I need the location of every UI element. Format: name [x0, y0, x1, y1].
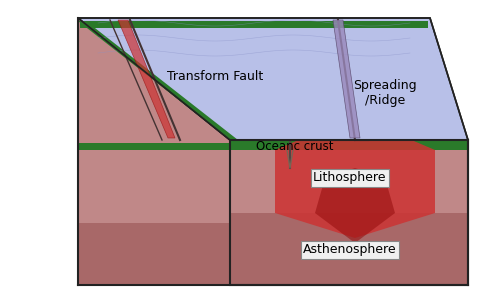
Polygon shape — [118, 20, 175, 138]
Text: Asthenosphere: Asthenosphere — [303, 243, 397, 257]
Polygon shape — [78, 150, 230, 223]
Polygon shape — [78, 223, 230, 285]
Polygon shape — [315, 168, 395, 243]
Polygon shape — [230, 213, 468, 285]
Polygon shape — [230, 116, 468, 150]
Text: Lithosphere: Lithosphere — [313, 172, 387, 184]
Polygon shape — [78, 18, 230, 285]
Polygon shape — [230, 150, 468, 213]
Text: Transform Fault: Transform Fault — [167, 69, 263, 83]
Polygon shape — [80, 21, 428, 28]
Text: Oceanc crust: Oceanc crust — [256, 139, 334, 153]
Text: Spreading
/Ridge: Spreading /Ridge — [353, 79, 417, 107]
Polygon shape — [230, 140, 468, 150]
Polygon shape — [333, 20, 360, 138]
Polygon shape — [78, 21, 238, 140]
Polygon shape — [78, 143, 230, 150]
Polygon shape — [275, 126, 435, 238]
Polygon shape — [78, 18, 468, 140]
